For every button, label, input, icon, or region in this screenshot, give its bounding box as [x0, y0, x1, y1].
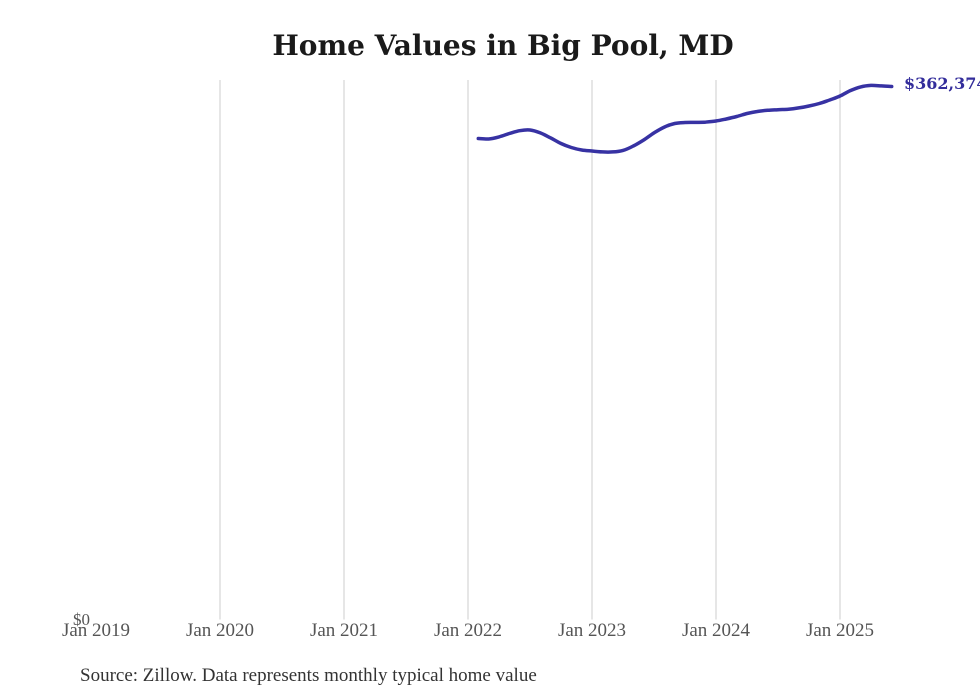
x-axis-tick-label: Jan 2025 — [806, 620, 874, 641]
x-axis-tick-label: Jan 2020 — [186, 620, 254, 641]
home-value-line — [476, 83, 894, 154]
end-value-label: $362,374 — [904, 74, 980, 93]
x-axis-tick-label: Jan 2024 — [682, 620, 751, 641]
y-axis-zero-label: $0 — [73, 610, 90, 629]
source-note: Source: Zillow. Data represents monthly … — [80, 665, 537, 686]
x-axis-tick-label: Jan 2021 — [310, 620, 378, 641]
x-axis-tick-label: Jan 2022 — [434, 620, 502, 641]
x-axis-tick-label: Jan 2019 — [62, 620, 130, 641]
x-axis-tick-label: Jan 2023 — [558, 620, 626, 641]
chart-title: Home Values in Big Pool, MD — [272, 29, 734, 62]
